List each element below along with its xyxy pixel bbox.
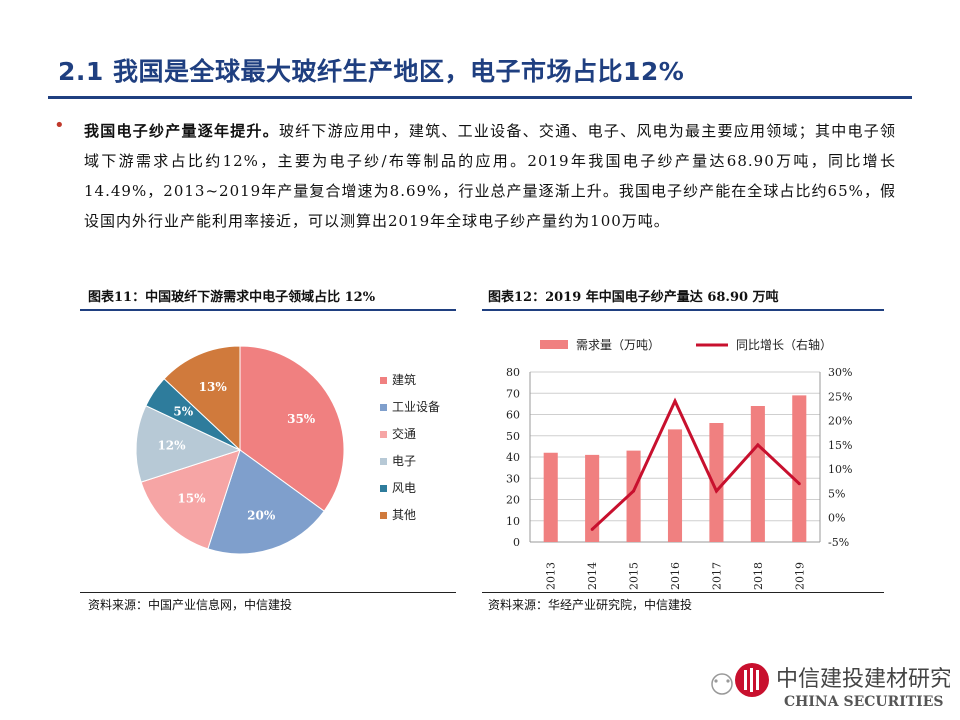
x-tick-2014: 2014 bbox=[586, 562, 599, 590]
pie-label-5: 13% bbox=[199, 380, 228, 394]
y2-tick-6: 25% bbox=[828, 390, 852, 403]
logo-text: 中信建投建材研究 bbox=[776, 667, 950, 692]
pie-slice-5 bbox=[163, 345, 241, 452]
pie-label-0: 35% bbox=[287, 412, 316, 426]
pie-legend-swatch-4 bbox=[380, 485, 387, 492]
y2-tick-0: -5% bbox=[828, 536, 849, 549]
growth-point-2015 bbox=[632, 489, 636, 493]
pie-source: 资料来源：中国产业信息网，中信建投 bbox=[88, 598, 293, 612]
y2-tick-4: 15% bbox=[828, 439, 852, 452]
bullet-icon: • bbox=[54, 115, 65, 136]
pie-source-rule bbox=[80, 592, 456, 593]
body-lead: 我国电子纱产量逐年提升。 bbox=[84, 122, 279, 140]
bar-figure-title: 图表12：2019 年中国电子纱产量达 68.90 万吨 bbox=[488, 290, 779, 305]
y-tick-4: 40 bbox=[506, 451, 520, 464]
bar-2018 bbox=[750, 406, 765, 542]
y-tick-8: 80 bbox=[506, 366, 520, 379]
pie-legend-label-1: 工业设备 bbox=[392, 400, 440, 414]
pie-label-1: 20% bbox=[247, 508, 276, 522]
growth-point-2018 bbox=[756, 443, 760, 447]
body-text: 玻纤下游应用中，建筑、工业设备、交通、电子、风电为最主要应用领域；其中电子领域下… bbox=[84, 122, 896, 230]
bar-2016 bbox=[667, 429, 683, 542]
y-tick-0: 0 bbox=[513, 536, 520, 549]
pie-slice-0 bbox=[239, 345, 345, 512]
pie-legend-label-0: 建筑 bbox=[392, 372, 416, 387]
y-tick-6: 60 bbox=[506, 409, 520, 422]
pie-legend-label-4: 风电 bbox=[392, 481, 416, 495]
pie-slice-3 bbox=[135, 405, 242, 483]
x-tick-2019: 2019 bbox=[793, 562, 806, 590]
y2-tick-1: 0% bbox=[828, 512, 845, 525]
pie-legend-swatch-3 bbox=[380, 458, 387, 465]
logo-sub: CHINA SECURITIES bbox=[784, 694, 944, 710]
bar-figure-rule bbox=[482, 309, 884, 311]
bar-2014 bbox=[585, 454, 600, 542]
company-logo: 中信建投建材研究 CHINA SECURITIES bbox=[711, 663, 950, 710]
y-tick-5: 50 bbox=[506, 430, 520, 443]
x-tick-2016: 2016 bbox=[669, 562, 682, 590]
y2-tick-2: 5% bbox=[828, 487, 845, 500]
pie-legend-swatch-1 bbox=[380, 404, 387, 411]
pie-label-4: 5% bbox=[173, 404, 193, 418]
x-tick-2017: 2017 bbox=[710, 562, 723, 590]
x-tick-2013: 2013 bbox=[545, 562, 558, 590]
pie-legend-swatch-0 bbox=[380, 377, 387, 384]
growth-point-2016 bbox=[673, 399, 677, 403]
bar-2017 bbox=[709, 423, 724, 542]
y2-tick-5: 20% bbox=[828, 415, 852, 428]
pie-figure-title: 图表11：中国玻纤下游需求中电子领域占比 12% bbox=[88, 290, 376, 305]
bar-source-rule bbox=[482, 592, 884, 593]
pie-legend-label-2: 交通 bbox=[392, 426, 416, 441]
pie-figure-rule bbox=[80, 309, 456, 311]
legend-swatch-bars bbox=[540, 340, 568, 349]
x-tick-2018: 2018 bbox=[752, 562, 765, 590]
pie-label-3: 12% bbox=[157, 439, 186, 453]
y2-tick-7: 30% bbox=[828, 366, 852, 379]
body-paragraph: 我国电子纱产量逐年提升。玻纤下游应用中，建筑、工业设备、交通、电子、风电为最主要… bbox=[84, 116, 896, 236]
pie-label-2: 15% bbox=[177, 492, 206, 506]
growth-point-2014 bbox=[590, 527, 594, 531]
bar-2013 bbox=[543, 452, 558, 542]
growth-line bbox=[591, 397, 801, 531]
title-divider bbox=[48, 96, 912, 99]
legend-label-line: 同比增长（右轴） bbox=[736, 337, 832, 352]
pie-legend-label-5: 其他 bbox=[392, 508, 416, 522]
y2-tick-3: 10% bbox=[828, 463, 852, 476]
pie-legend-label-3: 电子 bbox=[392, 454, 416, 468]
pie-slice-2 bbox=[140, 449, 241, 550]
legend-label-bars: 需求量（万吨） bbox=[576, 338, 660, 352]
x-tick-2015: 2015 bbox=[628, 562, 641, 590]
growth-point-2017 bbox=[714, 489, 718, 493]
growth-point-2019 bbox=[797, 482, 801, 486]
pie-legend-swatch-5 bbox=[380, 512, 387, 519]
page-title: 2.1 我国是全球最大玻纤生产地区，电子市场占比12% bbox=[58, 57, 685, 86]
y-tick-3: 30 bbox=[506, 472, 520, 485]
bar-source: 资料来源：华经产业研究院，中信建投 bbox=[488, 598, 693, 612]
y-tick-1: 10 bbox=[506, 515, 520, 528]
pie-legend-swatch-2 bbox=[380, 431, 387, 438]
bar-2019 bbox=[792, 395, 807, 542]
bar-line-chart: 0 10 20 30 40 50 60 70 80 -5% 0% 5% 10% 15% 20% 25% 30% 2… bbox=[506, 337, 852, 590]
y-tick-2: 20 bbox=[506, 494, 520, 507]
y-tick-7: 70 bbox=[506, 387, 520, 400]
bar-2015 bbox=[626, 450, 641, 542]
pie-slice-1 bbox=[207, 449, 325, 555]
